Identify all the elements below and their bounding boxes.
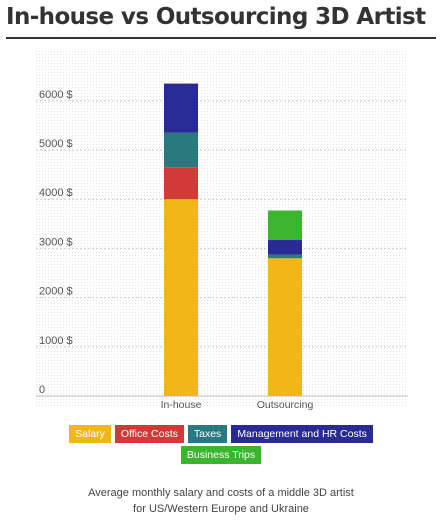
page-title: In-house vs Outsourcing 3D Artist — [6, 4, 426, 30]
y-tick-label: 5000 $ — [39, 138, 73, 150]
legend-item: Business Trips — [180, 446, 262, 464]
bar-segment — [164, 167, 198, 200]
y-tick-label: 0 — [39, 384, 45, 396]
bar-segment — [164, 199, 198, 396]
y-tick-label: 6000 $ — [39, 89, 73, 101]
caption-line-2: for US/Western Europe and Ukraine — [133, 503, 309, 515]
y-tick-label: 4000 $ — [39, 187, 73, 199]
caption-line-1: Average monthly salary and costs of a mi… — [88, 487, 354, 499]
y-tick-label: 2000 $ — [39, 286, 73, 298]
stacked-bar-chart: 0 1000 $ 2000 $ 3000 $ 4000 $ 5000 $ 6000 $ In-… — [36, 50, 408, 411]
bar-segment — [164, 132, 198, 168]
bar-segment — [268, 254, 302, 259]
legend-item: Management and HR Costs — [231, 425, 373, 443]
chart-caption: Average monthly salary and costs of a mi… — [0, 485, 442, 517]
legend: Salary Office Costs Taxes Management and HR… — [0, 425, 442, 467]
legend-item: Salary — [69, 425, 111, 443]
y-tick-label: 1000 $ — [39, 335, 73, 347]
x-tick-label: In-house — [161, 399, 202, 411]
bar-segment — [268, 258, 302, 396]
title-underline — [6, 37, 436, 39]
bar-segment — [268, 210, 302, 241]
x-tick-label: Outsourcing — [257, 399, 314, 411]
legend-item: Taxes — [187, 425, 228, 443]
plot-background — [36, 50, 408, 408]
y-tick-label: 3000 $ — [39, 236, 73, 248]
bar-segment — [268, 240, 302, 255]
legend-item: Office Costs — [114, 425, 184, 443]
bar-segment — [164, 83, 198, 133]
